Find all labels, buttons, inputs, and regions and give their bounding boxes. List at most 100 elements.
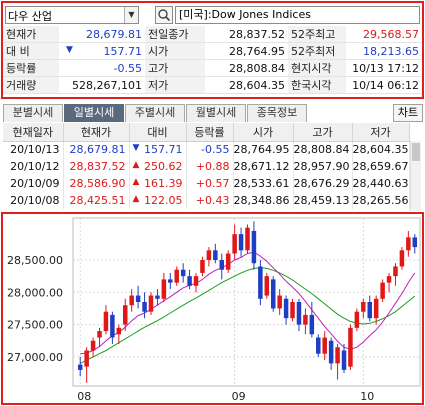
tab-5[interactable]: 종목정보 [247, 104, 307, 122]
cell-text: 28,440.63 [352, 177, 409, 190]
candle-body [290, 302, 295, 319]
down-arrow-icon: ▼ [66, 44, 73, 55]
y-tick-label: 27,000.00 [7, 351, 63, 364]
date-cell: 20/10/08 [3, 192, 64, 209]
scrollbar-thumb[interactable] [412, 143, 420, 161]
cell-text: 28,764.95 [233, 143, 290, 157]
table-row[interactable]: 20/10/08 28,425.51 ▲ 122.05 +0.43 28,348.86 28… [3, 192, 410, 209]
table-row[interactable]: 20/10/09 28,586.90 ▲ 161.39 +0.57 28,533.61 28… [3, 175, 410, 192]
candle-body [129, 295, 134, 306]
column-header[interactable]: 저가 [352, 123, 410, 142]
vertical-scrollbar[interactable] [410, 141, 421, 211]
column-header[interactable]: 등락률 [186, 123, 234, 142]
change-cell: ▼ 157.71 [129, 141, 187, 158]
rate-cell: +0.88 [186, 158, 234, 175]
quote-value: 10/13 17:12 [346, 59, 422, 77]
cell-text: 28,586.90 [69, 177, 126, 190]
tab-4[interactable]: 월별시세 [186, 104, 246, 122]
chart-button[interactable]: 차트 [393, 104, 423, 122]
candle-body [97, 331, 102, 338]
chevron-down-icon[interactable]: ▼ [124, 7, 138, 23]
cell-text: 20/10/13 [10, 143, 60, 157]
low-cell: 28,604.35 [352, 141, 410, 158]
column-header[interactable]: 현재일자 [3, 123, 64, 142]
cell-text: -0.55 [201, 143, 230, 157]
table-row[interactable]: 20/10/13 28,679.81 ▼ 157.71 -0.55 28,764.95 28… [3, 141, 410, 158]
column-header[interactable]: 시가 [233, 123, 294, 142]
change-cell: ▲ 250.62 [129, 158, 187, 175]
candle-body [123, 305, 128, 325]
candle-body [322, 337, 327, 354]
table-row[interactable]: 20/10/12 28,837.52 ▲ 250.62 +0.88 28,671.12 28… [3, 158, 410, 175]
low-cell: 28,659.67 [352, 158, 410, 175]
tab-1[interactable]: 분별시세 [3, 104, 63, 122]
quote-value: 28,604.35 [205, 76, 288, 94]
x-tick-label: 09 [232, 390, 246, 403]
rate-cell: +0.57 [186, 175, 234, 192]
column-header[interactable]: 대비 [129, 123, 187, 142]
tab-3[interactable]: 주별시세 [125, 104, 185, 122]
cell-text: 28,425.51 [69, 194, 126, 207]
open-cell: 28,348.86 [233, 192, 294, 209]
quote-value: 10/14 06:12 [346, 76, 422, 94]
cell-text: 28,808.84 [293, 143, 350, 157]
change-cell: ▲ 161.39 [129, 175, 187, 192]
price-cell: 28,837.52 [63, 158, 130, 175]
candle-body [77, 364, 83, 370]
quote-label: 저가 [145, 76, 205, 94]
cell-text: 28,265.56 [352, 194, 409, 207]
cell-text: 20/10/09 [10, 177, 60, 190]
cell-text: 28,348.86 [233, 194, 290, 207]
high-cell: 28,808.84 [293, 141, 353, 158]
quote-label: 현재가 [3, 26, 59, 43]
cell-text: 28,604.35 [352, 143, 409, 157]
stock-select-value: 다우 산업 [8, 10, 52, 23]
quote-value-text: 10/13 17:12 [352, 61, 419, 75]
cell-text: +0.57 [195, 177, 230, 190]
cell-text: 28,671.12 [233, 160, 290, 173]
price-cell: 28,586.90 [63, 175, 130, 192]
cell-text: 20/10/08 [10, 194, 60, 207]
cell-text: 28,659.67 [352, 160, 409, 173]
candle-body [328, 340, 334, 364]
x-tick-label: 08 [77, 390, 91, 403]
stock-select[interactable]: 다우 산업 ▼ [5, 6, 139, 24]
candle-body [361, 302, 366, 312]
column-header[interactable]: 현재가 [63, 123, 130, 142]
candle-body [309, 314, 315, 335]
search-button[interactable] [155, 6, 173, 24]
column-header[interactable]: 고가 [293, 123, 353, 142]
quote-value: 18,213.65 [346, 42, 422, 60]
candle-body [354, 311, 360, 328]
price-cell: 28,679.81 [63, 141, 130, 158]
daily-table: 현재일자 현재가 대비 등락률 시가 고가 저가 20/10/13 28,679.81 ▼ 157… [3, 123, 410, 209]
quote-value-text: 528,267,101 [72, 78, 142, 92]
quote-value-text: 28,604.35 [229, 78, 285, 92]
y-tick-label: 28,000.00 [7, 286, 63, 299]
quote-value-text: 28,808.84 [229, 61, 285, 75]
candle-body [380, 282, 385, 299]
cell-text: 28,533.61 [233, 177, 290, 190]
index-name-field: [미국]:Dow Jones Indices [175, 6, 420, 24]
tab-2[interactable]: 일별시세 [64, 104, 124, 122]
daily-table-panel: 현재일자 현재가 대비 등락률 시가 고가 저가 20/10/13 28,679.81 ▼ 157… [3, 123, 421, 211]
quote-value-text: -0.55 [113, 61, 142, 75]
up-arrow-icon: ▲ [132, 194, 140, 204]
quote-label: 시가 [145, 42, 205, 60]
quote-value: 528,267,101 [59, 76, 145, 94]
candle-body [399, 250, 405, 267]
quote-label: 한국시각 [288, 76, 346, 94]
candle-body [148, 295, 154, 312]
candle-body [206, 250, 212, 260]
cell-text: 28,837.52 [69, 160, 126, 173]
quote-value-text: 28,679.81 [86, 27, 142, 41]
candle-body [296, 302, 302, 325]
quote-value-text: 10/14 06:12 [352, 78, 419, 92]
candle-body [373, 298, 379, 319]
high-cell: 28,459.13 [293, 192, 353, 209]
quote-value: ▼ 157.71 [59, 42, 145, 60]
candle-body [103, 311, 109, 332]
candle-body [219, 260, 225, 270]
candle-body [393, 266, 398, 277]
candle-body [213, 250, 218, 260]
